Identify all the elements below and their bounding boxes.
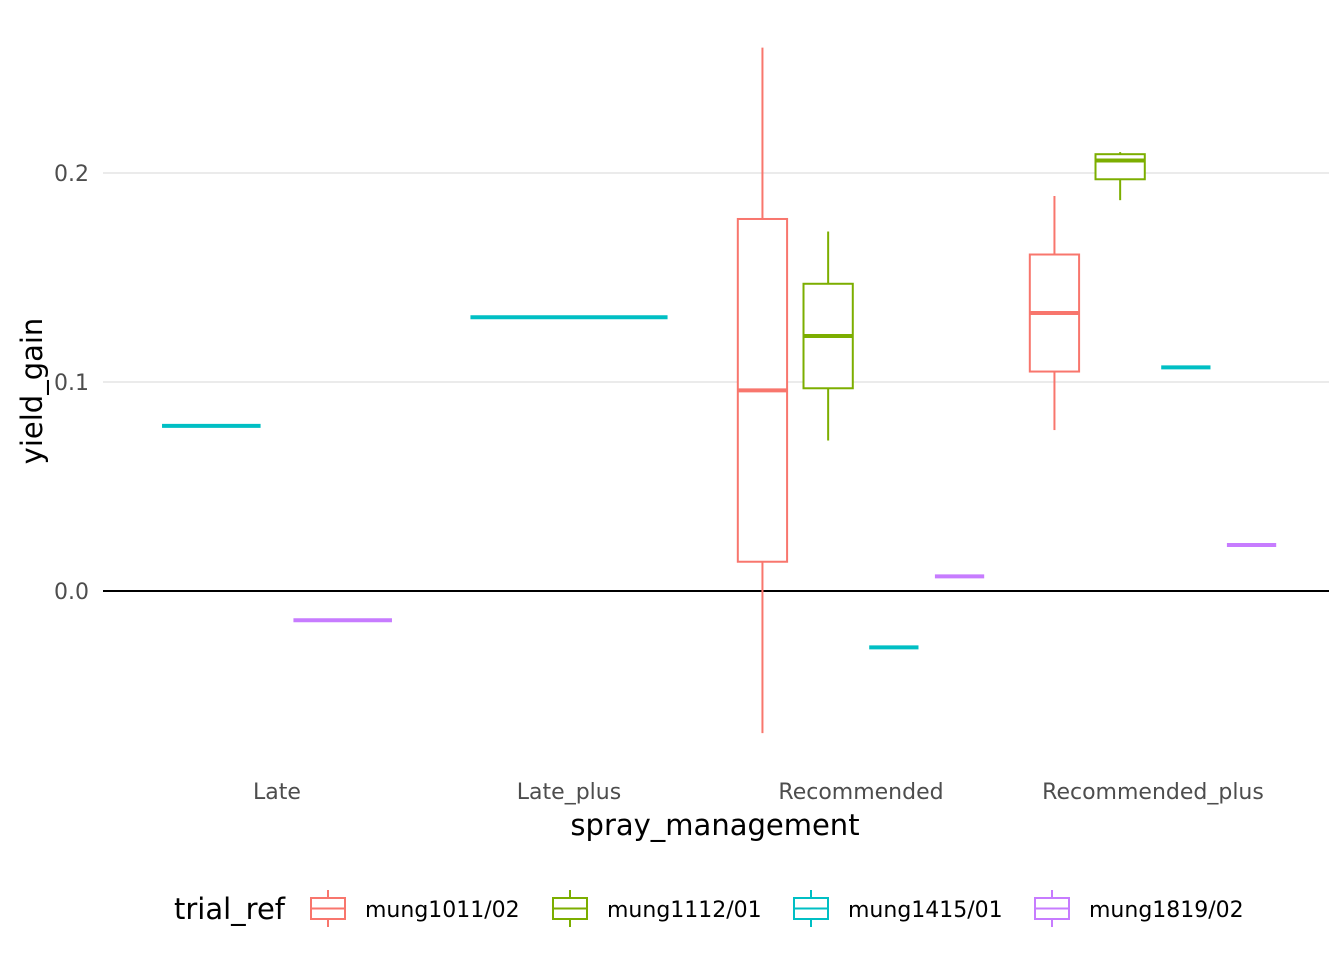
legend-label: mung1011/02 (365, 898, 520, 923)
legend-title: trial_ref (174, 892, 286, 926)
y-tick-label: 0.1 (54, 371, 89, 396)
legend-item: mung1415/01 (793, 890, 1003, 927)
legend-item: mung1011/02 (310, 890, 520, 927)
box-mung1112-01-recommended (802, 231, 854, 441)
y-tick-label: 0.0 (54, 580, 89, 605)
legend-item: mung1112/01 (552, 890, 762, 927)
box-marks (162, 47, 1277, 734)
x-tick-label: Late (253, 780, 301, 805)
box-body (1094, 153, 1146, 181)
legend-item: mung1819/02 (1034, 890, 1244, 927)
box-mung1112-01-recommended_plus (1094, 152, 1146, 201)
legend-label: mung1819/02 (1089, 898, 1244, 923)
y-axis-title: yield_gain (15, 318, 49, 465)
box-mung1011-02-recommended_plus (1028, 195, 1081, 431)
x-tick-label: Late_plus (517, 780, 621, 805)
x-tick-label: Recommended (778, 780, 943, 805)
box-mung1011-02-recommended (736, 47, 789, 734)
y-axis: 0.0 0.1 0.2 (54, 162, 89, 605)
x-axis-title: spray_management (570, 808, 859, 842)
grid-lines (103, 172, 1329, 383)
legend: trial_ref mung1011/02 mung1112/01 mung1415… (174, 890, 1244, 927)
y-tick-label: 0.2 (54, 162, 89, 187)
x-axis: Late Late_plus Recommended Recommended_plus (253, 780, 1264, 805)
x-tick-label: Recommended_plus (1042, 780, 1264, 805)
legend-label: mung1112/01 (607, 898, 762, 923)
legend-label: mung1415/01 (848, 898, 1003, 923)
